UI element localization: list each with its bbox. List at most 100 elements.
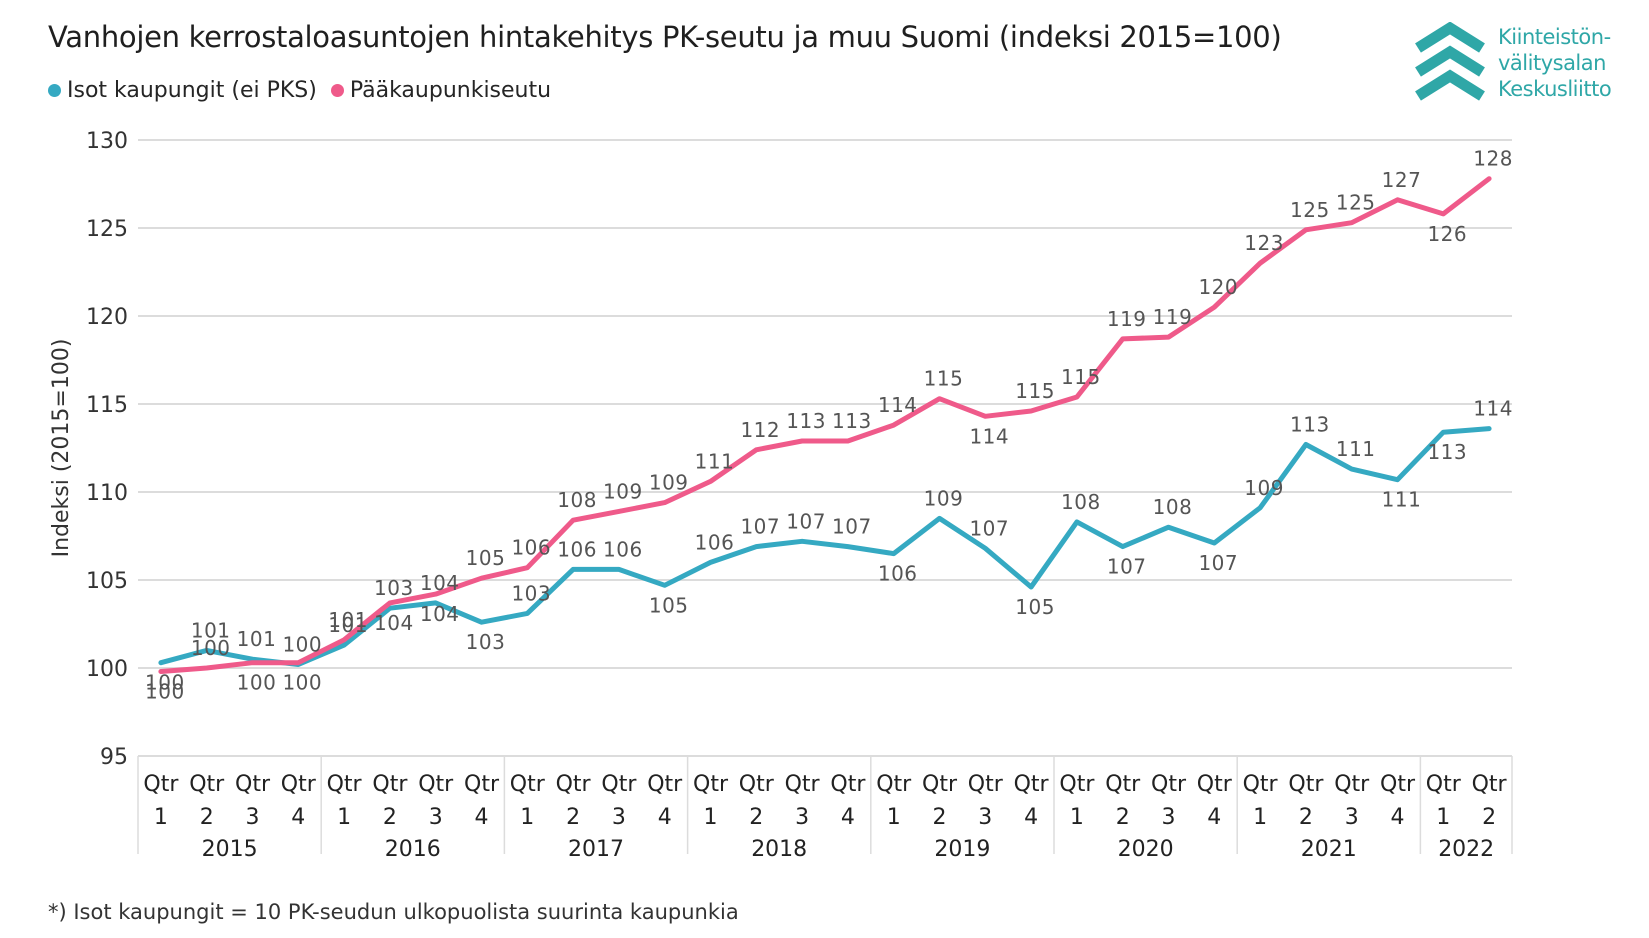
x-tick-quarter-number: 3 [429,805,443,830]
series-line-pks [158,176,1492,674]
data-label: 106 [557,537,597,561]
data-label: 107 [786,509,826,533]
x-tick-qtr-label: Qtr [1334,772,1370,797]
x-tick-qtr-label: Qtr [922,772,958,797]
y-axis-title: Indeksi (2015=100) [49,339,74,558]
x-tick-qtr-label: Qtr [143,772,179,797]
legend-item-pks: Pääkaupunkiseutu [330,78,551,103]
x-tick-quarter-number: 1 [1253,805,1267,830]
data-label: 115 [1015,379,1055,403]
x-tick-qtr-label: Qtr [1197,772,1233,797]
x-tick-quarter-number: 2 [383,805,397,830]
data-label: 107 [1107,555,1147,579]
x-tick-quarter-number: 1 [154,805,168,830]
data-label: 105 [649,593,689,617]
x-tick-quarter-number: 1 [1436,805,1450,830]
data-label: 108 [1153,495,1193,519]
x-tick-quarter-number: 2 [200,805,214,830]
x-tick-qtr-label: Qtr [1472,772,1508,797]
x-tick-quarter-number: 3 [795,805,809,830]
x-tick-qtr-label: Qtr [464,772,500,797]
data-label: 100 [145,671,185,695]
data-label: 119 [1107,307,1147,331]
x-tick-quarter-number: 3 [246,805,260,830]
data-label: 107 [740,515,780,539]
data-label: 125 [1290,198,1330,222]
data-label: 104 [420,602,460,626]
legend-label-isot: Isot kaupungit (ei PKS) [67,78,317,103]
x-tick-quarter-number: 2 [566,805,580,830]
data-label: 120 [1198,275,1238,299]
x-tick-quarter-number: 3 [1345,805,1359,830]
x-tick-quarter-number: 3 [1162,805,1176,830]
y-tick-label: 110 [86,481,128,506]
x-tick-qtr-label: Qtr [1014,772,1050,797]
data-label: 108 [1061,490,1101,514]
x-tick-qtr-label: Qtr [1059,772,1095,797]
x-tick-qtr-label: Qtr [510,772,546,797]
x-tick-qtr-label: Qtr [281,772,317,797]
data-label: 123 [1244,231,1284,255]
x-tick-quarter-number: 1 [337,805,351,830]
kvkl-logo: Kiinteistön- välitysalan Keskusliitto [1412,21,1612,114]
data-label: 114 [969,424,1009,448]
x-tick-qtr-label: Qtr [1380,772,1416,797]
x-tick-qtr-label: Qtr [785,772,821,797]
data-label: 105 [1015,595,1055,619]
x-year-label: 2017 [568,837,624,862]
data-label: 100 [145,680,185,704]
data-label: 109 [649,471,689,495]
data-label: 119 [1153,305,1193,329]
x-tick-qtr-label: Qtr [235,772,271,797]
footnote: *) Isot kaupungit = 10 PK-seudun ulkopuo… [48,900,739,924]
x-tick-quarter-number: 2 [1299,805,1313,830]
x-tick-quarter-number: 4 [475,805,489,830]
logo-line-1: Kiinteistön- [1498,25,1611,49]
data-label: 105 [466,546,506,570]
data-label: 127 [1382,168,1422,192]
x-year-label: 2019 [934,837,990,862]
x-tick-qtr-label: Qtr [189,772,225,797]
data-label: 109 [1244,476,1284,500]
x-tick-quarter-number: 4 [291,805,305,830]
data-label: 113 [1427,440,1467,464]
data-label: 113 [832,409,872,433]
data-label: 106 [511,536,551,560]
data-label: 113 [786,409,826,433]
chart-title: Vanhojen kerrostaloasuntojen hintakehity… [48,20,1282,54]
data-label: 106 [695,530,735,554]
data-label: 115 [924,367,964,391]
y-tick-label: 100 [86,657,128,682]
x-tick-quarter-number: 3 [978,805,992,830]
data-label: 115 [1061,365,1101,389]
x-year-label: 2016 [385,837,441,862]
x-tick-qtr-label: Qtr [647,772,683,797]
x-year-label: 2015 [202,837,258,862]
x-tick-qtr-label: Qtr [1426,772,1462,797]
logo-text: Kiinteistön- välitysalan Keskusliitto [1498,24,1612,102]
legend-item-isot: Isot kaupungit (ei PKS) [48,78,317,103]
x-tick-qtr-label: Qtr [830,772,866,797]
data-label: 109 [603,479,643,503]
data-label: 100 [282,671,322,695]
x-tick-qtr-label: Qtr [968,772,1004,797]
data-label: 111 [695,449,735,473]
x-tick-qtr-label: Qtr [1243,772,1279,797]
x-tick-quarter-number: 2 [1116,805,1130,830]
x-tick-quarter-number: 4 [1024,805,1038,830]
x-tick-qtr-label: Qtr [1105,772,1141,797]
x-year-label: 2022 [1438,837,1494,862]
x-tick-quarter-number: 1 [704,805,718,830]
data-label: 103 [466,630,506,654]
y-tick-label: 105 [86,569,128,594]
x-tick-qtr-label: Qtr [1288,772,1324,797]
data-label: 112 [740,418,780,442]
x-tick-qtr-label: Qtr [418,772,454,797]
data-label: 100 [191,636,231,660]
data-label: 103 [374,576,414,600]
x-tick-quarter-number: 4 [1207,805,1221,830]
x-tick-quarter-number: 4 [658,805,672,830]
data-label: 111 [1336,437,1376,461]
x-tick-quarter-number: 3 [612,805,626,830]
